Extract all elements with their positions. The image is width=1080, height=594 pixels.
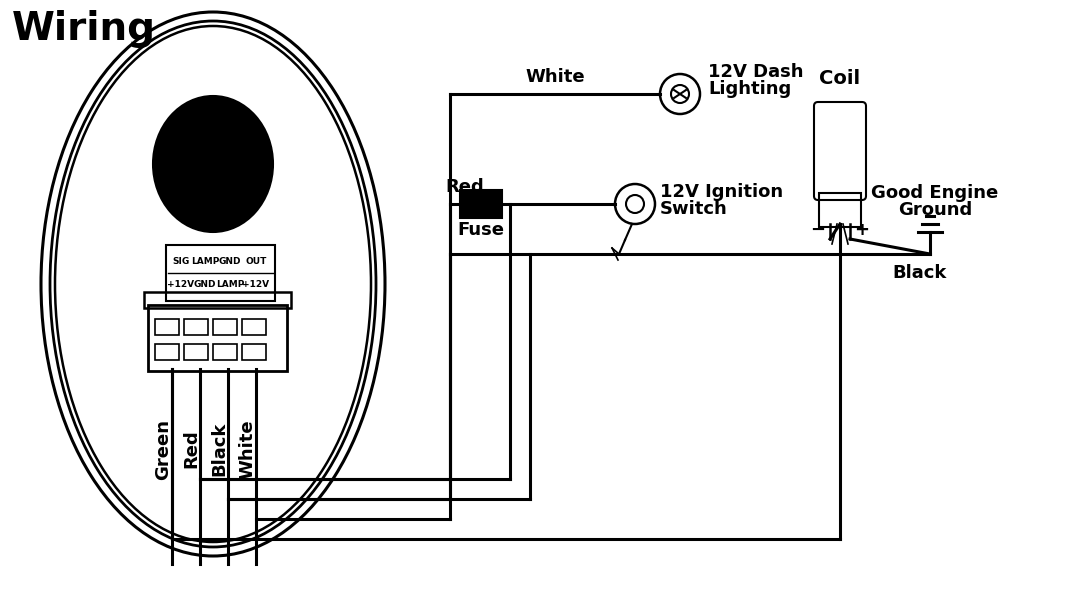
Text: LAMP: LAMP xyxy=(191,257,219,266)
Text: LAMP: LAMP xyxy=(216,280,244,289)
Text: 12V Dash: 12V Dash xyxy=(708,63,804,81)
Text: 12V Ignition: 12V Ignition xyxy=(660,183,783,201)
Text: Fuse: Fuse xyxy=(458,221,504,239)
Text: Green: Green xyxy=(154,419,172,479)
Text: GND: GND xyxy=(219,257,241,266)
Text: −: − xyxy=(810,221,825,239)
Text: +: + xyxy=(854,221,869,239)
Text: Red: Red xyxy=(183,429,200,469)
Text: OUT: OUT xyxy=(245,257,267,266)
Text: Black: Black xyxy=(892,264,946,282)
Text: Wiring: Wiring xyxy=(12,10,156,48)
Ellipse shape xyxy=(153,96,273,232)
Text: Ground: Ground xyxy=(897,201,972,219)
Text: SIG: SIG xyxy=(173,257,190,266)
Text: White: White xyxy=(525,68,584,86)
Text: White: White xyxy=(238,419,256,479)
Text: GND: GND xyxy=(193,280,216,289)
FancyBboxPatch shape xyxy=(460,190,502,218)
Text: +12V: +12V xyxy=(167,280,194,289)
Text: Red: Red xyxy=(446,178,484,196)
Text: +12V: +12V xyxy=(242,280,270,289)
Text: Good Engine: Good Engine xyxy=(872,184,999,202)
Text: Lighting: Lighting xyxy=(708,80,792,98)
Text: Coil: Coil xyxy=(820,69,861,88)
Text: Switch: Switch xyxy=(660,200,728,218)
Text: Black: Black xyxy=(210,422,228,476)
